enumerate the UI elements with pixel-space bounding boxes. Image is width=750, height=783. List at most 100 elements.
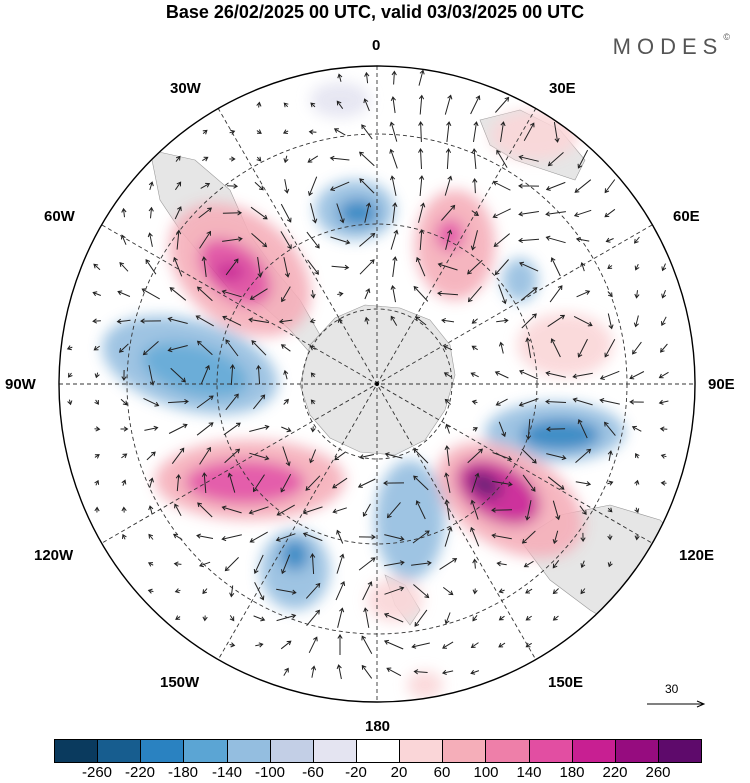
- wind-arrow: [94, 372, 100, 379]
- wind-arrow: [283, 667, 289, 676]
- wind-arrow: [361, 664, 373, 679]
- wind-arrow: [168, 423, 188, 434]
- wind-arrow: [121, 369, 127, 381]
- wind-arrow: [575, 448, 592, 463]
- wind-arrow: [577, 419, 588, 439]
- wind-arrow: [491, 533, 512, 540]
- wind-arrow: [445, 148, 452, 170]
- wind-arrow: [444, 94, 453, 115]
- wind-arrow: [471, 318, 478, 324]
- wind-arrow: [359, 259, 375, 275]
- wind-arrow: [336, 529, 344, 544]
- wind-arrow: [121, 506, 127, 513]
- wind-arrow: [607, 313, 614, 330]
- wind-arrow: [390, 175, 397, 196]
- wind-arrow: [283, 369, 289, 380]
- wind-arrow: [547, 476, 565, 490]
- wind-arrow: [66, 345, 73, 351]
- wind-arrow: [446, 121, 452, 142]
- wind-arrow: [201, 256, 207, 277]
- wind-arrow: [280, 203, 292, 223]
- wind-arrow: [195, 315, 214, 327]
- wind-arrow: [282, 129, 289, 134]
- wind-arrow: [445, 423, 451, 434]
- wind-arrow: [521, 530, 536, 544]
- wind-arrow: [364, 202, 372, 223]
- wind-arrow: [659, 426, 668, 432]
- wind-arrow: [444, 612, 451, 625]
- wind-arrow: [384, 534, 405, 542]
- wind-arrow: [251, 340, 267, 356]
- wind-arrow: [392, 202, 398, 223]
- wind-arrow: [307, 155, 319, 163]
- wind-arrow: [357, 478, 376, 488]
- wind-arrow: [329, 155, 350, 161]
- wind-arrow: [659, 343, 668, 353]
- wind-arrow: [148, 365, 155, 386]
- wind-arrow: [199, 561, 211, 568]
- colorbar-tick: 180: [559, 764, 585, 781]
- wind-arrow: [445, 229, 453, 250]
- wind-arrow: [196, 340, 213, 356]
- wind-arrow: [200, 364, 210, 385]
- wind-arrow: [175, 155, 181, 162]
- wind-arrow: [94, 454, 100, 459]
- wind-arrow: [522, 474, 536, 492]
- wind-arrow: [390, 284, 396, 303]
- wind-arrow: [67, 372, 73, 378]
- wind-arrow: [229, 615, 235, 622]
- wind-arrow: [202, 129, 208, 135]
- wind-arrow: [444, 445, 450, 466]
- wind-arrow: [495, 96, 510, 113]
- colorbar-tick: -20: [345, 764, 367, 781]
- wind-arrow: [498, 642, 506, 648]
- wind-arrow: [223, 422, 241, 436]
- wind-arrow: [470, 526, 480, 547]
- colorbar-tick: -60: [302, 764, 324, 781]
- colorbar-swatch: [486, 740, 530, 762]
- wind-arrow: [174, 206, 182, 220]
- wind-arrow: [467, 286, 482, 303]
- wind-arrow: [148, 505, 154, 515]
- wind-arrow: [552, 615, 559, 621]
- wind-arrow: [117, 290, 131, 297]
- wind-arrow: [148, 477, 154, 488]
- wind-arrow: [257, 257, 263, 278]
- wind-arrow: [496, 318, 509, 324]
- wind-arrow: [255, 642, 264, 648]
- wind-arrow: [256, 129, 262, 134]
- wind-arrow: [337, 317, 343, 324]
- wind-arrow: [198, 207, 213, 219]
- wind-arrow: [441, 317, 455, 324]
- wind-arrow: [276, 613, 297, 622]
- lon-label-60e: 60E: [673, 208, 700, 225]
- wind-arrow: [196, 286, 213, 302]
- wind-arrow: [442, 587, 454, 596]
- wind-arrow: [552, 530, 559, 545]
- wind-arrow: [121, 479, 127, 486]
- wind-arrow: [329, 181, 350, 191]
- wind-arrow: [518, 183, 540, 189]
- wind-arrow: [93, 345, 100, 351]
- colorbar-swatch: [184, 740, 228, 762]
- negative-anomaly: [520, 419, 600, 451]
- wind-arrow: [229, 642, 236, 648]
- wind-arrow: [196, 533, 214, 539]
- wind-arrow: [336, 100, 344, 109]
- wind-arrow: [302, 532, 323, 542]
- wind-arrow: [500, 121, 506, 142]
- wind-arrow: [335, 581, 346, 601]
- wind-arrow: [143, 397, 160, 407]
- wind-arrow: [658, 371, 669, 379]
- wind-arrow: [634, 534, 640, 541]
- wind-arrow: [148, 181, 154, 191]
- wind-arrow: [418, 121, 424, 143]
- wind-arrow: [498, 421, 507, 438]
- wind-arrow: [358, 557, 376, 571]
- wind-arrow: [498, 284, 507, 305]
- lon-label-180: 180: [365, 718, 391, 735]
- wind-arrow: [607, 264, 613, 270]
- wind-arrow: [173, 561, 182, 567]
- wind-arrow: [472, 558, 478, 569]
